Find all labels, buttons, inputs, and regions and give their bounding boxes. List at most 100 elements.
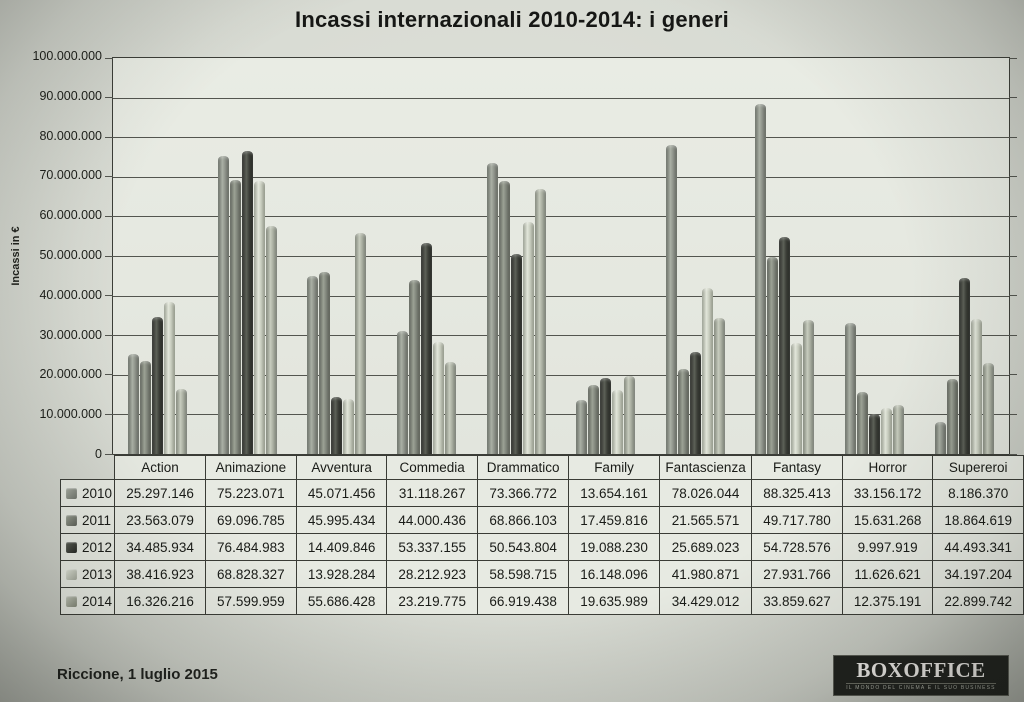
axis-tick [105,413,113,415]
table-cell-2013-animazione: 68.828.327 [204,560,297,588]
series-year-label: 2011 [82,512,112,528]
table-cell-2011-family: 17.459.816 [568,506,660,534]
table-cell-2014-supereroi: 22.899.742 [932,587,1024,615]
bar-2011-fantascienza [677,368,689,454]
bar-2012-horror [869,414,881,454]
bar-2012-avventura [331,396,343,454]
table-cell-2012-commedia: 53.337.155 [386,533,478,561]
bar-group-fantasy [740,58,830,454]
bar-2013-commedia [433,342,445,454]
axis-tick [105,57,113,59]
y-axis-tick-label: 30.000.000 [39,327,102,342]
table-cell-2012-fantascienza: 25.689.023 [658,533,753,561]
axis-tick [1009,176,1017,178]
series-year-label: 2012 [82,539,113,555]
bar-2012-fantasy [779,237,791,454]
bar-2010-drammatico [486,163,498,454]
bar-group-animazione [203,58,293,454]
axis-tick [1009,295,1017,297]
bar-group-action [113,58,203,454]
bar-2010-animazione [217,156,229,454]
table-cell-2014-drammatico: 66.919.438 [476,587,570,615]
axis-tick [1009,255,1017,257]
bar-2014-family [624,376,636,454]
bar-2014-horror [893,404,905,454]
table-cell-2011-commedia: 44.000.436 [386,506,478,534]
bar-2011-family [588,384,600,454]
column-header-family: Family [568,455,660,480]
page-title: Incassi internazionali 2010-2014: i gene… [295,7,729,32]
bar-2014-supereroi [982,363,994,454]
axis-tick [105,136,113,138]
table-cell-2010-fantascienza: 78.026.044 [658,479,753,507]
table-row-2012: 2012 34.485.934 76.484.983 14.409.846 53.337… [59,533,1024,561]
series-legend-icon [66,568,77,580]
series-legend-icon [66,487,77,499]
axis-tick [105,255,113,257]
table-cell-2011-avventura: 45.995.434 [295,506,388,534]
table-cell-2011-drammatico: 68.866.103 [476,506,570,534]
table-cell-2014-commedia: 23.219.775 [386,587,478,615]
series-legend-icon [66,595,77,607]
axis-tick [105,215,113,217]
bar-group-supereroi [919,58,1009,454]
bar-2012-action [152,317,164,454]
table-row-2013: 2013 38.416.923 68.828.327 13.928.284 28.212… [59,560,1024,588]
footer-location-date: Riccione, 1 luglio 2015 [57,666,218,683]
table-cell-2011-fantascienza: 21.565.571 [658,506,753,534]
table-cell-2010-avventura: 45.071.456 [295,479,388,507]
table-cell-2010-family: 13.654.161 [568,479,660,507]
table-cell-2010-horror: 33.156.172 [841,479,934,507]
table-row-2014: 2014 16.326.216 57.599.959 55.686.428 23.219… [59,587,1024,615]
table-cell-2013-horror: 11.626.621 [841,560,934,588]
bar-group-family [561,58,651,454]
table-cell-2012-fantasy: 54.728.576 [751,533,843,561]
bar-2013-family [612,390,624,454]
table-cell-2012-drammatico: 50.543.804 [476,533,570,561]
column-header-supereroi: Supereroi [932,455,1024,480]
table-cell-2013-fantasy: 27.931.766 [751,560,843,588]
row-header-year: 2014 [59,587,116,615]
table-cell-2014-horror: 12.375.191 [841,587,934,615]
series-year-label: 2013 [82,566,113,582]
axis-tick [1009,136,1017,138]
axis-tick [1009,453,1017,455]
bar-2013-action [164,301,176,454]
bar-2010-avventura [307,275,319,454]
bar-2011-drammatico [498,181,510,454]
table-cell-2012-supereroi: 44.493.341 [932,533,1024,561]
bar-2010-supereroi [934,421,946,454]
column-header-fantasy: Fantasy [751,455,843,480]
y-axis-tick-label: 80.000.000 [39,128,102,143]
bar-2011-animazione [229,180,241,454]
table-cell-2013-commedia: 28.212.923 [386,560,478,588]
axis-tick [105,453,113,455]
y-axis-tick-label: 10.000.000 [39,407,102,422]
boxoffice-logo-tagline: IL MONDO DEL CINEMA E IL SUO BUSINESS [846,683,996,691]
column-header-animazione: Animazione [204,455,297,480]
axis-tick [1009,215,1017,217]
table-cell-2011-animazione: 69.096.785 [204,506,297,534]
bar-group-drammatico [471,58,561,454]
table-cell-2012-horror: 9.997.919 [841,533,934,561]
axis-tick [1009,374,1017,376]
gridline [113,335,1009,337]
bar-2010-fantasy [755,104,767,454]
table-cell-2012-family: 19.088.230 [568,533,660,561]
bar-2011-avventura [319,271,331,454]
table-cell-2014-family: 19.635.989 [568,587,660,615]
bar-2014-avventura [355,233,367,454]
series-year-label: 2014 [82,593,113,609]
gridline [113,97,1009,99]
series-legend-icon [66,541,77,553]
bar-2011-commedia [409,279,421,454]
bar-2011-horror [857,392,869,454]
bar-2010-fantascienza [665,145,677,454]
table-cell-2011-fantasy: 49.717.780 [751,506,843,534]
table-cell-2014-fantasy: 33.859.627 [751,587,843,615]
axis-tick [105,97,113,99]
axis-tick [1009,413,1017,415]
table-cell-2011-horror: 15.631.268 [841,506,934,534]
bar-2012-commedia [421,242,433,454]
